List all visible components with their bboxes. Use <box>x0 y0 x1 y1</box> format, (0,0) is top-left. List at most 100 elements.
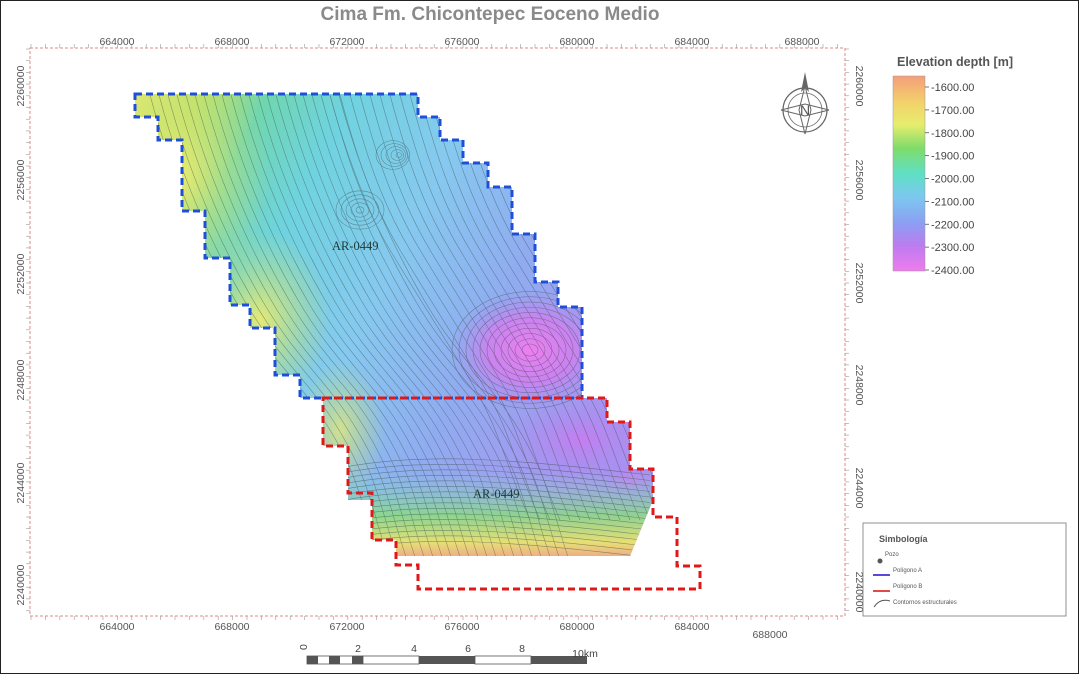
scale-label: 4 <box>411 643 417 655</box>
y-tick-right: 2248000 <box>853 365 865 406</box>
legend-tick-label: -1600.00 <box>931 82 974 94</box>
structural-contour <box>369 94 571 521</box>
structural-contour <box>399 94 601 521</box>
structural-contour <box>230 94 462 556</box>
structural-contour <box>339 94 541 521</box>
simbologia-item: Pozo <box>885 552 899 558</box>
y-tick-left: 2260000 <box>15 65 27 106</box>
structural-contour <box>329 94 561 556</box>
structural-contour <box>257 94 489 556</box>
axis-ticks-y-left <box>26 48 30 611</box>
structural-contour <box>345 198 375 222</box>
north-arrow-icon: N <box>780 72 830 135</box>
structural-contour <box>335 190 385 230</box>
y-tick-left: 2256000 <box>15 159 27 200</box>
legend-tick-label: -2100.00 <box>931 196 974 208</box>
elevation-legend: Elevation depth [m] -1600.00 -1700.00 -180… <box>892 55 1013 277</box>
scale-bar: 0 2 4 6 8 10km <box>298 643 598 665</box>
structural-contour <box>158 94 390 556</box>
structural-contour <box>479 312 581 388</box>
simbologia-item: Contornos estructurales <box>893 600 957 606</box>
structural-contour <box>275 94 507 556</box>
structural-contour <box>284 94 516 556</box>
axis-ticks-y-right <box>845 48 849 611</box>
scale-label: 0 <box>298 644 310 650</box>
structural-contour <box>500 328 560 372</box>
x-tick-top: 672000 <box>329 36 364 48</box>
structural-contour <box>521 343 539 357</box>
x-tick-top: 680000 <box>559 36 594 48</box>
structural-contour <box>409 94 611 521</box>
legend-colorbar <box>892 75 926 272</box>
structural-contour <box>266 94 498 556</box>
structural-contour <box>395 152 402 158</box>
structural-contour <box>185 94 417 556</box>
scale-label: 10km <box>572 648 598 660</box>
simbologia-title: Simbología <box>879 534 928 544</box>
structural-contour <box>176 94 408 556</box>
x-tick-bottom: 684000 <box>674 621 709 633</box>
structural-contour <box>167 94 399 556</box>
structural-contour <box>380 143 408 167</box>
structural-contour <box>486 317 574 383</box>
structural-contour <box>507 333 553 367</box>
structural-contour <box>419 94 621 521</box>
scale-label: 2 <box>355 643 361 655</box>
legend-tick-label: -1900.00 <box>931 151 974 163</box>
simbologia-box: Simbología Pozo Polígono A Polígono B Co… <box>862 522 1067 617</box>
y-tick-left: 2244000 <box>15 462 27 503</box>
y-tick-right: 2240000 <box>853 572 865 613</box>
legend-tick-label: -1700.00 <box>931 105 974 117</box>
map-title: Cima Fm. Chicontepec Eoceno Medio <box>320 4 660 25</box>
legend-tick-label: -2200.00 <box>931 219 974 231</box>
well-label[interactable]: AR-0449 <box>473 487 520 501</box>
structural-contour <box>449 94 651 521</box>
simbologia-item: Polígono B <box>893 584 922 590</box>
structural-contour <box>329 486 651 503</box>
structural-contour <box>379 94 581 521</box>
structural-contour <box>293 94 525 556</box>
structural-contour <box>329 480 651 498</box>
structural-contour <box>194 94 426 556</box>
polygon-b[interactable] <box>321 396 702 591</box>
structural-contour <box>514 338 546 362</box>
well-label[interactable]: AR-0449 <box>332 239 379 253</box>
structural-contour <box>493 322 567 378</box>
legend-tick-label: -2000.00 <box>931 174 974 186</box>
north-label: N <box>800 102 810 118</box>
structural-contour <box>390 149 404 161</box>
structural-contour <box>329 475 651 492</box>
legend-tick-label: -1800.00 <box>931 128 974 140</box>
y-tick-right: 2252000 <box>853 263 865 304</box>
structural-contour <box>329 491 651 509</box>
y-tick-left: 2252000 <box>15 253 27 294</box>
structural-contour <box>221 94 453 556</box>
scale-label: 6 <box>465 643 471 655</box>
structural-contour <box>329 458 651 476</box>
legend-tick-label: -2400.00 <box>931 265 974 277</box>
structural-contour <box>385 146 406 164</box>
structural-contour <box>389 94 591 521</box>
structural-contour <box>359 94 561 521</box>
structural-contour <box>329 464 651 481</box>
y-tick-right: 2260000 <box>853 66 865 107</box>
structural-contour <box>239 94 471 556</box>
y-tick-right: 2244000 <box>853 468 865 509</box>
structural-contour <box>355 206 365 214</box>
structural-contour <box>459 94 653 521</box>
x-tick-bottom: 672000 <box>329 621 364 633</box>
structural-contour <box>302 94 534 556</box>
structural-contour <box>203 94 435 556</box>
structural-contour <box>340 194 380 226</box>
structural-contour <box>329 469 651 487</box>
structural-contour <box>349 94 551 521</box>
y-tick-left: 2240000 <box>15 564 27 605</box>
structural-contour <box>375 140 410 170</box>
structural-contour <box>429 94 631 521</box>
x-tick-top: 676000 <box>444 36 479 48</box>
axis-ticks-x-bottom <box>30 616 838 620</box>
x-tick-top: 664000 <box>99 36 134 48</box>
x-tick-bottom: 664000 <box>99 621 134 633</box>
x-tick-bottom: 688000 <box>752 629 787 641</box>
